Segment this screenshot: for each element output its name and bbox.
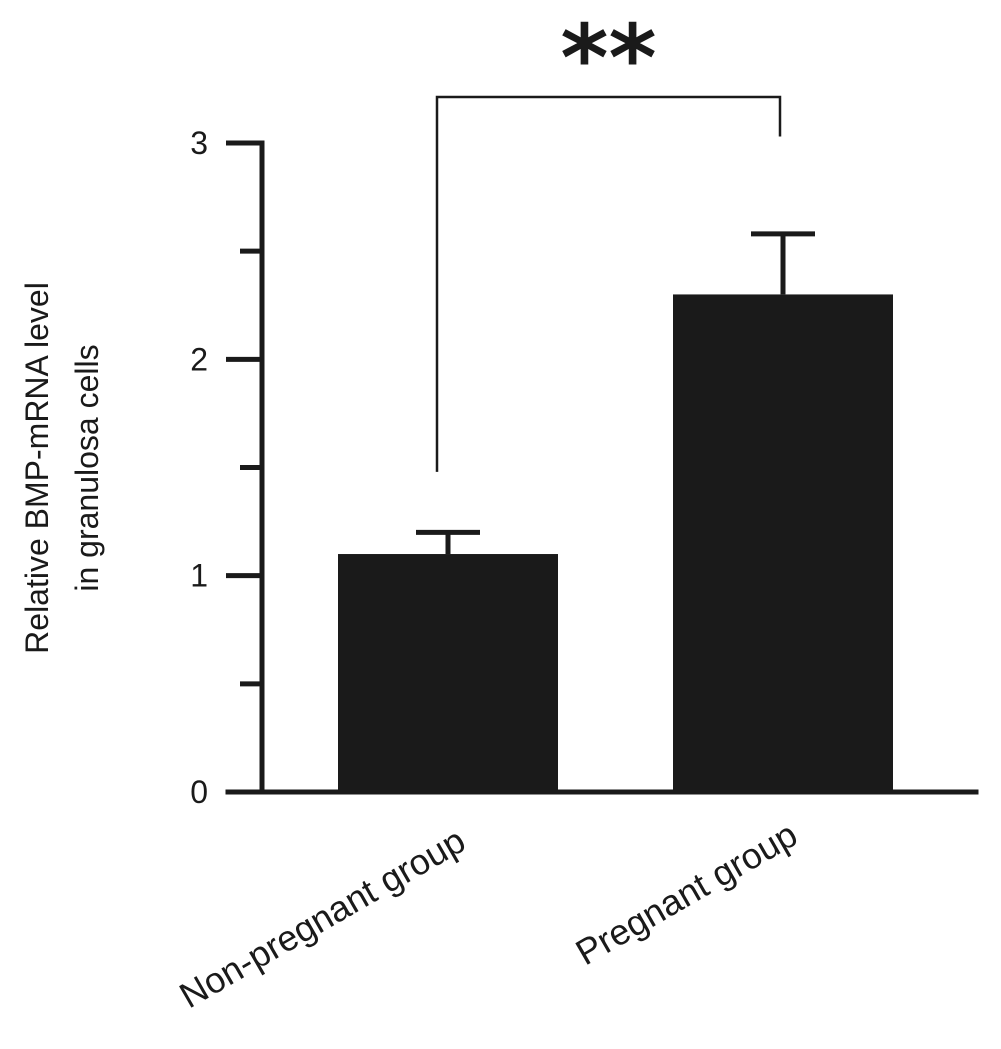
y-axis-ticks: 0 1 2 3 [190,125,262,810]
bar [673,294,893,792]
x-category-label: Non-pregnant group [172,819,472,1016]
error-bars [416,231,815,555]
y-tick-label: 0 [190,774,208,810]
y-axis-title: Relative BMP-mRNA level in granulosa cel… [19,282,105,654]
significance-annotation: ** [435,5,782,472]
y-axis-title-line-2: in granulosa cells [69,344,105,591]
significance-label: ** [560,5,656,112]
bar [338,554,558,792]
significance-bracket [435,95,782,472]
y-tick-label: 3 [190,125,208,161]
category-labels: Non-pregnant group Pregnant group [172,813,804,1016]
y-tick-label: 2 [190,341,208,377]
axes [225,140,979,795]
bars [338,294,893,792]
y-axis-title-line-1: Relative BMP-mRNA level [19,282,55,654]
x-category-label: Pregnant group [569,813,804,973]
y-tick-label: 1 [190,558,208,594]
